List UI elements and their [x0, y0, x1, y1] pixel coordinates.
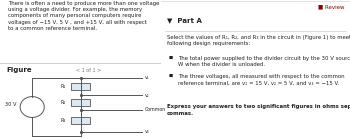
Text: 30 V: 30 V — [5, 102, 16, 107]
Text: ■ Review: ■ Review — [318, 4, 344, 9]
Text: ▼  Part A: ▼ Part A — [167, 17, 202, 23]
Text: R₃: R₃ — [61, 118, 66, 123]
Text: Select the values of R₁, R₂, and R₃ in the circuit in (Figure 1) to meet the
fol: Select the values of R₁, R₂, and R₃ in t… — [167, 35, 350, 46]
Text: The total power supplied to the divider circuit by the 30 V source is 30
W when : The total power supplied to the divider … — [178, 56, 350, 67]
Bar — [71, 117, 90, 124]
Text: ■: ■ — [169, 74, 173, 78]
Bar — [71, 83, 90, 90]
Text: There is often a need to produce more than one voltage
using a voltage divider. : There is often a need to produce more th… — [8, 1, 160, 31]
Text: Express your answers to two significant figures in ohms separated by
commas.: Express your answers to two significant … — [167, 104, 350, 116]
Text: v₁: v₁ — [145, 75, 149, 80]
Text: v₂: v₂ — [145, 93, 149, 98]
Text: Figure: Figure — [6, 67, 32, 73]
Text: The three voltages, all measured with respect to the common
reference terminal, : The three voltages, all measured with re… — [178, 74, 345, 86]
Text: R₂: R₂ — [61, 100, 66, 105]
Bar — [71, 99, 90, 106]
Text: Common: Common — [145, 107, 166, 112]
Text: v₃: v₃ — [145, 129, 149, 134]
Text: R₁: R₁ — [61, 84, 66, 89]
Text: < 1 of 1 >: < 1 of 1 > — [76, 68, 101, 73]
Text: ■: ■ — [169, 56, 173, 60]
